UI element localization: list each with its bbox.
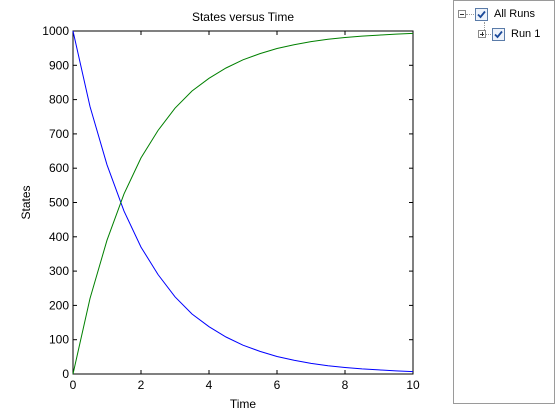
y-tick-label: 300 — [49, 264, 69, 278]
x-tick-label: 8 — [342, 378, 349, 392]
plot-area: 0 2 4 6 8 10 0 100 200 300 400 500 600 700 800 900 1000 S… — [19, 10, 420, 411]
x-tick-label: 10 — [406, 378, 420, 392]
tree-connector-line — [484, 22, 485, 34]
y-axis-label: States — [19, 185, 33, 219]
tree-row-all-runs[interactable]: All Runs — [458, 6, 535, 22]
all-runs-checkbox[interactable] — [475, 7, 488, 21]
expand-icon[interactable] — [478, 30, 486, 38]
y-tick-label: 500 — [49, 196, 69, 210]
y-tick-label: 1000 — [42, 24, 69, 38]
run-1-checkbox[interactable] — [492, 27, 505, 41]
x-tick-label: 6 — [274, 378, 281, 392]
y-tick-label: 100 — [49, 333, 69, 347]
run-tree-panel[interactable]: All Runs Run 1 — [453, 0, 555, 404]
chart-title: States versus Time — [192, 10, 294, 24]
tree-connector-line — [486, 33, 491, 35]
tree-connector-line — [466, 13, 474, 15]
series-line-1 — [72, 30, 414, 373]
series-line-2 — [72, 32, 414, 375]
run-1-label: Run 1 — [511, 28, 541, 40]
tree-row-run-1[interactable]: Run 1 — [478, 26, 540, 42]
checkmark-icon — [494, 30, 503, 38]
x-tick-label: 4 — [206, 378, 213, 392]
y-tick-label: 400 — [49, 230, 69, 244]
y-tick-label: 800 — [49, 93, 69, 107]
all-runs-label: All Runs — [494, 8, 535, 20]
x-tick-label: 0 — [70, 378, 77, 392]
y-tick-label: 600 — [49, 161, 69, 175]
states-versus-time-chart: 0 2 4 6 8 1001002003004005006007008009001000S… — [19, 10, 420, 411]
y-tick-label: 0 — [62, 367, 69, 381]
x-tick-label: 2 — [138, 378, 145, 392]
y-tick-label: 900 — [49, 58, 69, 72]
checkmark-icon — [477, 10, 486, 18]
x-axis-label: Time — [230, 397, 257, 411]
y-tick-label: 700 — [49, 127, 69, 141]
axes-box — [72, 30, 414, 375]
y-tick-label: 200 — [49, 298, 69, 312]
collapse-icon[interactable] — [458, 10, 466, 18]
